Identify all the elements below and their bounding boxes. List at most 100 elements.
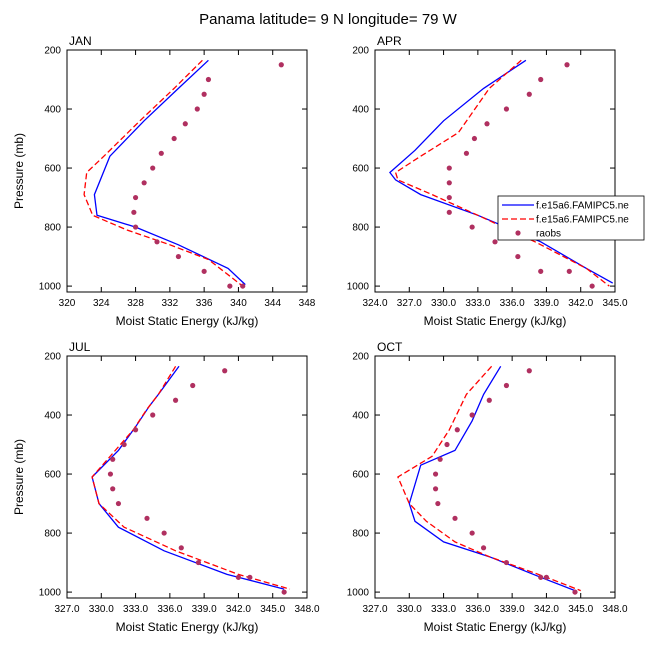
raobs-point bbox=[503, 559, 510, 566]
raobs-point bbox=[446, 209, 452, 215]
raobs-point bbox=[278, 62, 284, 68]
x-tick-label: 339.0 bbox=[192, 604, 217, 615]
raobs-point bbox=[150, 165, 156, 171]
plot-frame bbox=[66, 355, 308, 599]
raobs-point bbox=[486, 397, 492, 403]
raobs-point bbox=[205, 76, 212, 83]
raobs-point bbox=[543, 574, 550, 580]
raobs-point bbox=[132, 427, 139, 433]
raobs-point bbox=[175, 253, 182, 260]
raobs-point bbox=[240, 283, 246, 289]
y-tick-label: 1000 bbox=[347, 282, 370, 293]
raobs-point bbox=[144, 515, 150, 521]
panel-title: OCT bbox=[377, 340, 403, 354]
raobs-point bbox=[446, 165, 452, 171]
x-tick-label: 336 bbox=[196, 298, 213, 309]
raobs-point bbox=[227, 283, 233, 289]
x-tick-label: 333.0 bbox=[123, 604, 148, 615]
panels: 320 324 328 332 336 340 344 348 200 400 600 800 1000… bbox=[12, 34, 628, 634]
y-tick-label: 600 bbox=[44, 164, 61, 175]
panel-title: JUL bbox=[69, 340, 91, 354]
raobs-point bbox=[182, 121, 188, 127]
raobs-point bbox=[121, 441, 127, 448]
raobs-point bbox=[480, 545, 487, 551]
panel-apr: 324.0 327.0 330.0 333.0 336.0 339.0 342.0 345.0… bbox=[347, 34, 628, 328]
panel-jul: 327.0 330.0 333.0 336.0 339.0 342.0 345.0 348.0… bbox=[12, 340, 320, 634]
raobs-point bbox=[589, 283, 595, 289]
y-tick-label: 200 bbox=[44, 46, 61, 57]
x-tick-label: 328 bbox=[127, 298, 144, 309]
model-line-dashed bbox=[83, 59, 244, 287]
raobs-point bbox=[281, 589, 287, 595]
x-tick-label: 342.0 bbox=[226, 604, 251, 615]
y-tick-label: 400 bbox=[44, 105, 61, 116]
x-tick-label: 330.0 bbox=[397, 604, 422, 615]
raobs-point bbox=[469, 224, 475, 230]
x-tick-label: 324 bbox=[93, 298, 110, 309]
x-axis-label: Moist Static Energy (kJ/kg) bbox=[424, 314, 567, 328]
x-tick-label: 339.0 bbox=[500, 604, 525, 615]
x-tick-label: 348.0 bbox=[602, 604, 627, 615]
legend-label: f.e15a6.FAMIPC5.ne bbox=[536, 201, 629, 212]
raobs-point bbox=[190, 382, 196, 389]
y-tick-label: 800 bbox=[352, 529, 369, 540]
plot-frame bbox=[66, 49, 308, 293]
raobs-point bbox=[452, 515, 458, 521]
raobs-point bbox=[115, 500, 122, 507]
raobs-point bbox=[141, 180, 147, 186]
model-line-dashed bbox=[91, 365, 291, 590]
y-tick-label: 200 bbox=[44, 352, 61, 363]
raobs-point bbox=[492, 239, 498, 245]
x-tick-label: 324.0 bbox=[362, 298, 387, 309]
plot-frame bbox=[374, 49, 616, 293]
x-tick-label: 345.0 bbox=[568, 604, 593, 615]
y-tick-label: 800 bbox=[44, 529, 61, 540]
x-tick-label: 333.0 bbox=[465, 298, 490, 309]
raobs-point bbox=[158, 150, 164, 156]
raobs-point bbox=[201, 91, 207, 97]
raobs-point bbox=[194, 106, 200, 112]
raobs-point bbox=[247, 574, 253, 580]
legend: f.e15a6.FAMIPC5.ne f.e15a6.FAMIPC5.ne raob… bbox=[497, 195, 645, 241]
y-tick-label: 200 bbox=[352, 46, 369, 57]
x-tick-label: 344 bbox=[264, 298, 281, 309]
legend-label: f.e15a6.FAMIPC5.ne bbox=[536, 215, 629, 226]
y-tick-label: 400 bbox=[352, 411, 369, 422]
raobs-point bbox=[201, 268, 207, 274]
model-line-dashed bbox=[394, 59, 610, 287]
x-tick-label: 345.0 bbox=[602, 298, 627, 309]
x-tick-label: 332 bbox=[162, 298, 179, 309]
y-tick-label: 600 bbox=[352, 164, 369, 175]
raobs-point bbox=[195, 559, 202, 566]
x-axis-label: Moist Static Energy (kJ/kg) bbox=[116, 620, 259, 634]
raobs-point bbox=[564, 62, 570, 68]
y-tick-label: 800 bbox=[352, 223, 369, 234]
raobs-point bbox=[171, 135, 177, 142]
raobs-point bbox=[469, 412, 475, 418]
raobs-point bbox=[484, 121, 490, 127]
x-tick-label: 336.0 bbox=[157, 604, 182, 615]
raobs-point bbox=[566, 268, 572, 274]
raobs-point bbox=[107, 471, 114, 477]
x-tick-label: 330.0 bbox=[89, 604, 114, 615]
model-line-solid bbox=[93, 59, 246, 286]
panel-jan: 320 324 328 332 336 340 344 348 200 400 600 800 1000… bbox=[12, 34, 316, 328]
raobs-point bbox=[469, 530, 475, 536]
legend-box bbox=[497, 195, 645, 241]
raobs-point bbox=[150, 412, 156, 418]
raobs-point bbox=[222, 368, 228, 374]
y-tick-label: 1000 bbox=[347, 588, 370, 599]
x-tick-label: 336.0 bbox=[465, 604, 490, 615]
x-tick-label: 348.0 bbox=[294, 604, 319, 615]
raobs-point bbox=[432, 471, 439, 477]
raobs-point bbox=[572, 589, 578, 595]
x-axis-label: Moist Static Energy (kJ/kg) bbox=[424, 620, 567, 634]
y-tick-label: 800 bbox=[44, 223, 61, 234]
x-tick-label: 333.0 bbox=[431, 604, 456, 615]
model-line-dashed bbox=[397, 365, 581, 592]
model-line-solid bbox=[389, 59, 614, 284]
legend-label: raobs bbox=[536, 229, 561, 240]
raobs-point bbox=[538, 574, 544, 580]
raobs-point bbox=[161, 530, 167, 536]
